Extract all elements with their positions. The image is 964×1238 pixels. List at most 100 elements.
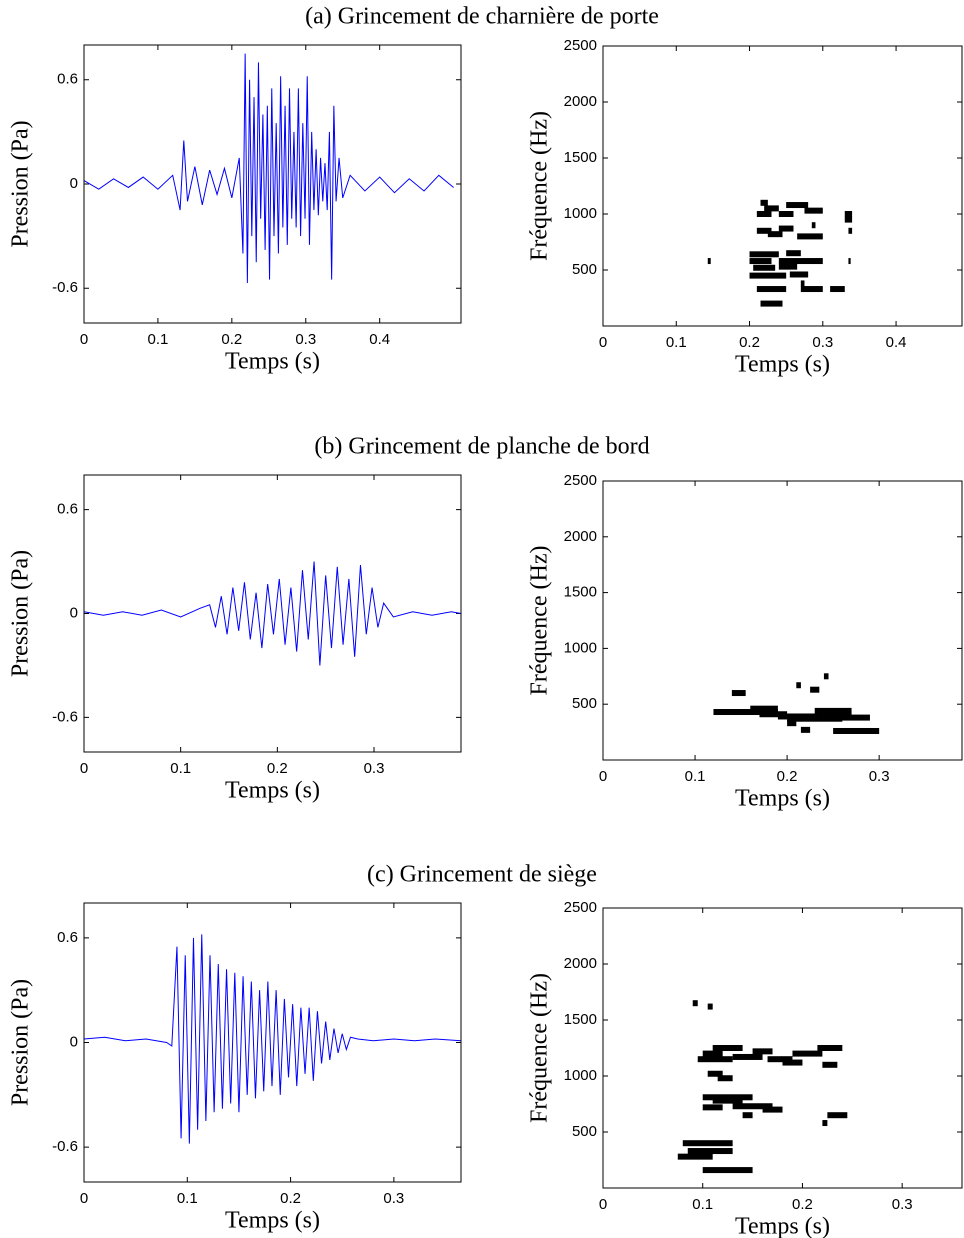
spectral-blob <box>848 227 853 234</box>
spectral-blob <box>814 707 852 714</box>
y-tick-label: 2000 <box>564 955 597 972</box>
spectral-blob <box>749 251 779 258</box>
spectral-blob <box>796 682 801 689</box>
y-tick-label: 1500 <box>564 1011 597 1028</box>
spectral-blob <box>752 1048 773 1055</box>
x-tick-label: 0.2 <box>739 334 760 351</box>
waveform <box>83 934 462 1144</box>
y-axis-label: Pression (Pa) <box>8 550 34 677</box>
spectral-blob <box>822 1061 838 1068</box>
spectral-blob <box>712 1097 743 1104</box>
x-axis-label: Temps (s) <box>735 1214 830 1238</box>
spectral-blob <box>713 709 778 716</box>
spectral-blob <box>677 1153 713 1160</box>
y-axis-label: Pression (Pa) <box>8 120 34 247</box>
spectral-blob <box>767 231 783 238</box>
y-tick-label: 1000 <box>564 205 597 222</box>
spectral-blob <box>782 1059 803 1066</box>
spectral-blob <box>844 216 853 223</box>
plot-frame <box>83 44 462 324</box>
x-tick-label: 0.1 <box>170 760 191 777</box>
x-tick-label: 0.4 <box>886 334 907 351</box>
y-axis-label: Fréquence (Hz) <box>527 111 553 261</box>
spectral-blob <box>767 1056 793 1063</box>
x-tick-label: 0.3 <box>295 331 316 348</box>
plot-frame <box>83 474 462 753</box>
spectral-blob <box>792 1050 823 1057</box>
x-tick-label: 0 <box>599 334 607 351</box>
x-tick-label: 0.3 <box>383 1190 404 1207</box>
x-axis-label: Temps (s) <box>225 1208 320 1234</box>
spectral-blob <box>805 714 870 721</box>
spectral-blob <box>778 263 798 270</box>
x-tick-label: 0.3 <box>892 1196 913 1213</box>
spectral-blob <box>786 202 809 209</box>
plot-frame <box>602 907 963 1189</box>
plot-frame <box>602 45 963 327</box>
y-tick-label: 500 <box>572 695 597 712</box>
y-tick-label: 2500 <box>564 472 597 489</box>
x-tick-label: 0 <box>80 1190 88 1207</box>
x-tick-label: 0.3 <box>364 760 385 777</box>
spectral-blob <box>750 705 778 712</box>
y-tick-label: 2000 <box>564 528 597 545</box>
plot-frame <box>602 480 963 761</box>
section-title: (c) Grincement de siège <box>367 862 597 888</box>
spectral-blob <box>731 690 746 697</box>
x-tick-label: 0.2 <box>792 1196 813 1213</box>
spectral-blob <box>756 211 772 217</box>
spectral-blob <box>823 711 852 718</box>
y-tick-label: -0.6 <box>52 279 78 296</box>
section-title: (a) Grincement de charnière de porte <box>305 4 659 30</box>
x-axis-label: Temps (s) <box>735 786 830 812</box>
spectral-blob <box>778 211 794 217</box>
spectral-blob <box>742 1112 753 1119</box>
spectral-blob <box>844 211 853 217</box>
spectral-blob <box>848 258 851 265</box>
spectral-blob <box>756 227 772 234</box>
spectral-blob <box>717 1075 733 1082</box>
spectral-blob <box>833 727 880 734</box>
x-tick-label: 0.1 <box>692 1196 713 1213</box>
y-axis-label: Fréquence (Hz) <box>527 973 553 1123</box>
spectral-blob <box>764 205 779 212</box>
spectral-blob <box>800 286 823 293</box>
spectral-blob <box>759 711 788 718</box>
spectral-blob <box>697 1056 733 1063</box>
spectral-blob <box>682 1140 733 1147</box>
x-tick-label: 0.3 <box>812 334 833 351</box>
spectral-blob <box>800 280 805 287</box>
y-tick-label: -0.6 <box>52 708 78 725</box>
y-tick-label: 0.6 <box>57 929 78 946</box>
spectral-blob <box>753 264 776 271</box>
x-tick-label: 0.3 <box>869 768 890 785</box>
y-tick-label: 0.6 <box>57 71 78 88</box>
spectral-blob <box>811 222 816 229</box>
spectral-blob <box>787 720 797 727</box>
x-tick-label: 0.1 <box>177 1190 198 1207</box>
x-tick-label: 0 <box>80 760 88 777</box>
spectral-blob <box>778 225 794 232</box>
x-axis-label: Temps (s) <box>735 352 830 378</box>
spectral-blob <box>827 1112 848 1119</box>
spectral-blob <box>804 207 823 214</box>
spectral-blob <box>830 286 845 293</box>
y-tick-label: 500 <box>572 1123 597 1140</box>
spectral-blob <box>712 1045 743 1051</box>
x-tick-label: 0.1 <box>666 334 687 351</box>
spectral-blob <box>762 1106 783 1113</box>
spectral-blob <box>823 673 829 680</box>
spectral-blob <box>707 258 711 265</box>
y-tick-label: 0 <box>70 604 78 621</box>
spectral-blob <box>817 1045 843 1051</box>
spectral-blob <box>810 686 820 693</box>
x-tick-label: 0.1 <box>147 331 168 348</box>
spectral-blob <box>778 258 823 265</box>
spectral-blob <box>687 1148 733 1155</box>
spectral-blob <box>749 272 787 279</box>
y-tick-label: 2500 <box>564 899 597 916</box>
spectral-blob <box>707 1070 723 1077</box>
spectral-blob <box>800 726 811 733</box>
x-tick-label: 0 <box>599 768 607 785</box>
